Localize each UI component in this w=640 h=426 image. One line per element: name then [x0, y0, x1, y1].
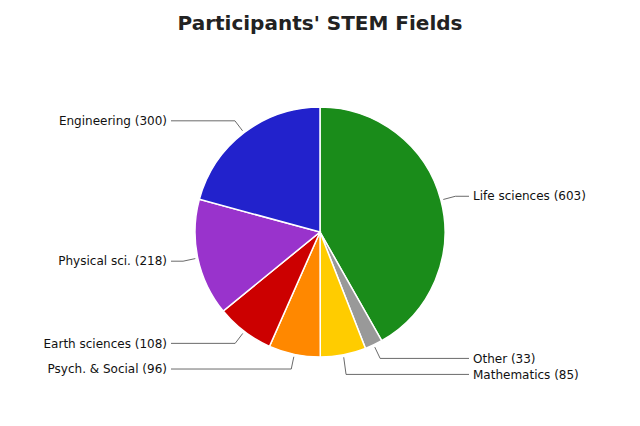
leader-line — [171, 121, 243, 131]
slice-label: Life sciences (603) — [473, 189, 586, 203]
leader-line — [375, 347, 469, 358]
slice-label: Mathematics (85) — [473, 368, 579, 382]
slice-label: Engineering (300) — [59, 114, 167, 128]
chart: Participants' STEM Fields Life sciences (… — [0, 0, 640, 426]
leader-line — [171, 333, 243, 343]
leader-line — [171, 259, 195, 262]
leader-line — [443, 196, 469, 199]
slice-label: Psych. & Social (96) — [48, 362, 167, 376]
leader-line — [171, 357, 294, 369]
slice-label: Earth sciences (108) — [44, 337, 167, 351]
leader-line — [344, 357, 469, 374]
slice-label: Physical sci. (218) — [58, 254, 167, 268]
pie: Life sciences (603) Other (33) Mathematics… — [44, 107, 586, 382]
slice — [320, 232, 365, 357]
slice-label: Other (33) — [473, 352, 536, 366]
title: Participants' STEM Fields — [178, 11, 463, 35]
slice — [199, 107, 320, 232]
